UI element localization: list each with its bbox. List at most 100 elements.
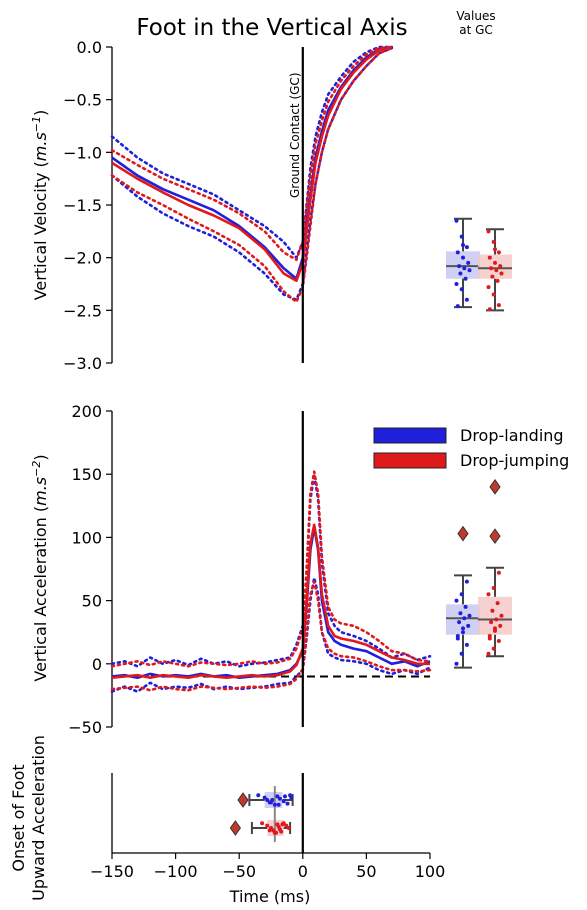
onset-box-drop-landing-point xyxy=(277,796,282,801)
velocity-box-drop-landing-point xyxy=(463,276,468,281)
onset-box-drop-jumping-point xyxy=(279,829,284,834)
velocity-box-drop-landing-point xyxy=(467,268,472,273)
velocity-ylabel: Vertical Velocity (m.s−1) xyxy=(30,110,50,301)
accel-box-drop-landing-outlier xyxy=(457,525,469,542)
accel-box-drop-jumping-point xyxy=(491,646,496,651)
onset-box-drop-jumping-point xyxy=(280,822,285,827)
onset-box-drop-jumping-point xyxy=(286,826,291,830)
accel-box-drop-jumping-point xyxy=(499,613,504,618)
accel-box-drop-jumping-point xyxy=(490,608,495,613)
onset-box-drop-landing-point xyxy=(262,795,267,800)
legend-swatch-drop-jumping xyxy=(373,452,447,469)
velocity-box-drop-landing-point xyxy=(455,304,460,309)
onset-xtick-label: −50 xyxy=(222,862,256,881)
velocity-series-drop-jumping-mean xyxy=(111,45,393,283)
accel-series-drop-landing-sd xyxy=(110,472,432,668)
onset-xtick-label: 0 xyxy=(298,862,308,881)
velocity-box-drop-landing-point xyxy=(461,255,465,260)
accel-ytick-label: 0 xyxy=(92,655,102,674)
accel-box-drop-landing-point xyxy=(454,598,459,603)
velocity-box-drop-jumping-point xyxy=(499,271,504,276)
legend-label-drop-landing: Drop-landing xyxy=(460,426,564,445)
accel-box-drop-landing-point xyxy=(464,642,469,647)
accel-box-drop-landing-point xyxy=(464,579,469,584)
ground-contact-label: Ground Contact (GC) xyxy=(288,73,302,199)
accel-box-drop-jumping-point xyxy=(494,617,499,622)
velocity-box-drop-landing-point xyxy=(464,245,469,250)
figure-title: Foot in the Vertical Axis xyxy=(136,15,407,41)
onset-ylabel-line2: Upward Acceleration xyxy=(29,735,48,901)
accel-ytick-label: 100 xyxy=(71,528,102,547)
velocity-box-drop-jumping-point xyxy=(486,229,491,234)
accel-series-drop-jumping-sd xyxy=(110,580,432,692)
onset-box-drop-landing-point xyxy=(267,800,272,805)
accel-box-drop-landing-point xyxy=(455,633,460,638)
velocity-box-drop-jumping xyxy=(478,254,512,279)
accel-series-drop-landing-mean xyxy=(111,526,431,679)
velocity-box-drop-landing xyxy=(446,251,480,279)
accel-ytick-label: 150 xyxy=(71,465,102,484)
velocity-box-drop-landing-point xyxy=(461,243,465,248)
accel-box-drop-jumping-point xyxy=(487,636,492,641)
accel-box-drop-jumping-point xyxy=(489,620,494,625)
legend-label-drop-jumping: Drop-jumping xyxy=(460,451,569,470)
accel-series-drop-jumping-mean xyxy=(111,523,430,679)
velocity-box-drop-landing-point xyxy=(454,282,459,286)
velocity-panel: 0.0 −0.5 −1.0 −1.5 −2.0 −2.5 −3.0 xyxy=(63,38,512,373)
velocity-ytick-label: −1.0 xyxy=(63,143,102,162)
velocity-ytick-label: −2.0 xyxy=(63,249,102,268)
velocity-series-drop-landing-mean xyxy=(111,45,393,280)
onset-box-drop-landing-point xyxy=(276,802,281,807)
velocity-box-drop-landing-point xyxy=(455,250,460,255)
accel-box-drop-jumping-point xyxy=(486,651,491,656)
accel-box-drop-landing-point xyxy=(454,661,459,666)
side-header-line1: Values xyxy=(456,9,495,23)
velocity-box-drop-jumping-point xyxy=(490,274,495,279)
onset-box-drop-landing-point xyxy=(272,802,277,807)
accel-ytick-label: 50 xyxy=(82,592,102,611)
velocity-box-drop-landing-point xyxy=(466,260,471,265)
accel-box-drop-landing-point xyxy=(459,651,464,656)
accel-box-drop-landing-point xyxy=(459,592,464,597)
velocity-box-drop-jumping-point xyxy=(493,260,497,265)
onset-ylabel-line1: Onset of Foot xyxy=(9,764,28,871)
accel-ytick-label: −50 xyxy=(68,718,102,737)
velocity-ytick-label: −3.0 xyxy=(63,354,102,373)
onset-box-drop-landing-point xyxy=(275,794,280,799)
accel-box-drop-landing-point xyxy=(458,611,463,616)
velocity-box-drop-jumping-point xyxy=(495,278,500,283)
velocity-box-drop-landing-point xyxy=(454,218,459,223)
accel-box-drop-jumping-point xyxy=(495,601,500,606)
onset-box-drop-jumping-point xyxy=(260,821,265,826)
velocity-box-drop-jumping-point xyxy=(487,307,492,312)
legend: Drop-landing Drop-jumping xyxy=(373,426,569,470)
onset-box-drop-landing-point xyxy=(281,799,286,804)
accel-box-drop-jumping-point xyxy=(486,592,491,597)
acceleration-ylabel: Vertical Acceleration (m.s−2) xyxy=(30,454,50,681)
accel-box-drop-landing-point xyxy=(461,626,465,631)
x-axis-title: Time (ms) xyxy=(229,887,311,906)
accel-ytick-label: 200 xyxy=(71,402,102,421)
side-header-line2: at GC xyxy=(459,23,493,37)
velocity-box-drop-jumping-point xyxy=(494,268,499,273)
onset-panel: −150 −100 −50 0 50 100 xyxy=(90,773,445,881)
velocity-box-drop-jumping-point xyxy=(498,264,503,269)
onset-box-drop-jumping-point xyxy=(274,830,279,835)
accel-box-drop-jumping-point xyxy=(496,570,501,575)
velocity-box-drop-jumping-point xyxy=(487,255,492,260)
velocity-box-drop-landing-point xyxy=(462,266,467,271)
onset-xtick-label: 50 xyxy=(356,862,376,881)
accel-box-drop-landing-point xyxy=(457,620,462,625)
accel-box-drop-jumping-outlier xyxy=(489,528,501,544)
velocity-box-drop-jumping-point xyxy=(496,303,501,308)
velocity-series-drop-landing-sd xyxy=(110,46,394,302)
velocity-box-drop-jumping-point xyxy=(491,239,496,244)
onset-xtick-label: −150 xyxy=(90,862,134,881)
accel-box-drop-landing-point xyxy=(463,604,468,609)
onset-box-drop-landing-point xyxy=(265,798,270,802)
accel-series-drop-landing-sd xyxy=(110,576,432,693)
onset-xtick-label: 100 xyxy=(415,862,446,881)
velocity-box-drop-jumping-point xyxy=(491,292,496,297)
velocity-box-drop-landing-point xyxy=(464,297,469,302)
